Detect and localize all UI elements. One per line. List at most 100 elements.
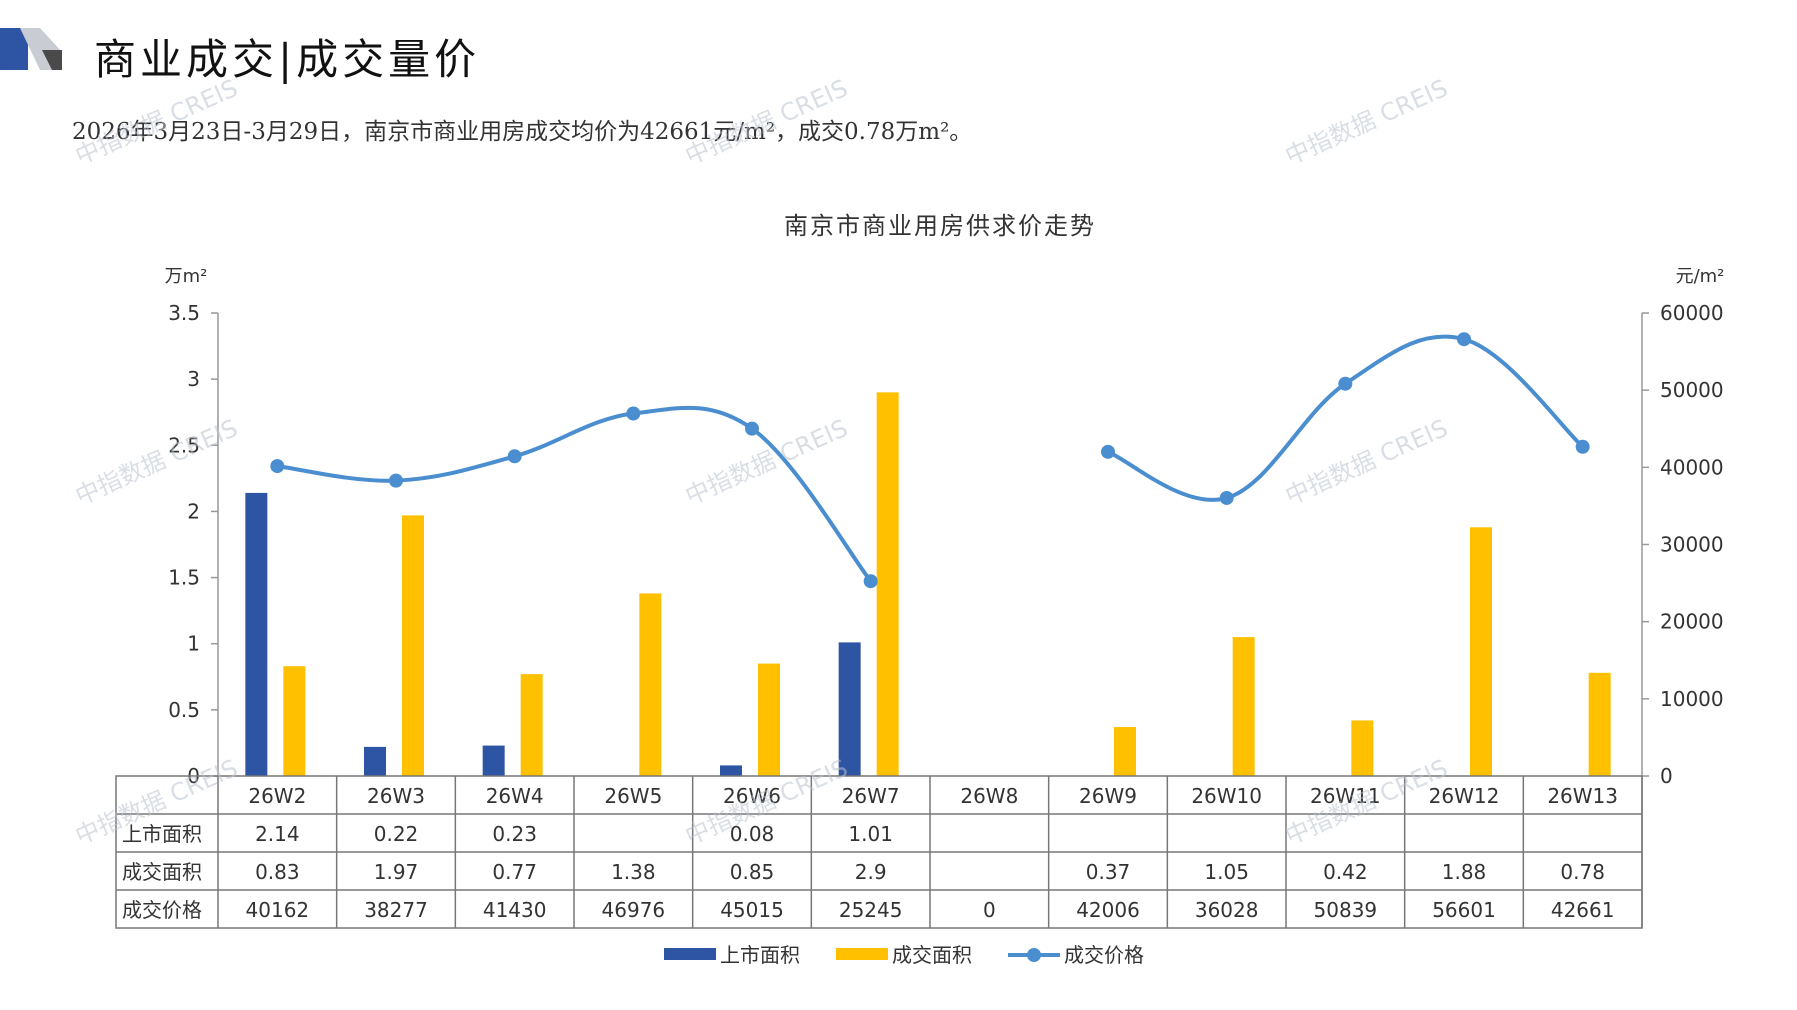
bar-deal-26W9 [1114, 727, 1136, 776]
legend-swatch-1 [664, 948, 716, 960]
table-cell-1-26W2: 2.14 [255, 822, 300, 846]
x-tick-label-26W11: 26W11 [1310, 784, 1381, 808]
table-cell-3-26W12: 56601 [1432, 898, 1496, 922]
price-point-26W5 [626, 406, 641, 421]
x-tick-label-26W13: 26W13 [1547, 784, 1618, 808]
y-right-unit-label: 元/m² [1676, 266, 1725, 287]
x-tick-label-26W10: 26W10 [1191, 784, 1262, 808]
header-accent-icon [0, 28, 62, 70]
price-point-26W6 [745, 421, 759, 436]
x-tick-label-26W3: 26W3 [367, 784, 425, 808]
page-title: 商业成交|成交量价 [94, 35, 481, 84]
table-cell-2-26W9: 0.37 [1086, 860, 1131, 884]
table-row-label-3: 成交价格 [122, 898, 202, 922]
watermark-2: 中指数据 CREIS [681, 74, 852, 171]
x-tick-label-26W8: 26W8 [960, 784, 1018, 808]
x-tick-label-26W6: 26W6 [723, 784, 781, 808]
price-point-26W2 [270, 459, 285, 474]
y-left-tick-label: 2.5 [168, 433, 200, 457]
x-tick-label-26W7: 26W7 [842, 784, 900, 808]
x-tick-label-26W5: 26W5 [604, 784, 662, 808]
table-cell-2-26W11: 0.42 [1323, 860, 1368, 884]
watermark-5: 中指数据 CREIS [681, 414, 852, 511]
y-left-tick-label: 1 [187, 632, 200, 656]
summary-text: 2026年3月23日-3月29日，南京市商业用房成交均价为42661元/m²，成… [72, 119, 973, 145]
table-row-label-1: 上市面积 [122, 822, 202, 846]
bar-deal-26W11 [1351, 720, 1374, 776]
bar-listing-26W3 [364, 746, 386, 776]
y-right-tick-label: 60000 [1660, 301, 1724, 325]
x-tick-label-26W2: 26W2 [248, 784, 306, 808]
table-cell-3-26W9: 42006 [1076, 898, 1140, 922]
table-row-label-2: 成交面积 [122, 860, 202, 884]
x-tick-label-26W4: 26W4 [486, 784, 544, 808]
x-tick-label-26W12: 26W12 [1429, 784, 1500, 808]
bar-deal-26W3 [402, 515, 424, 776]
table-cell-3-26W5: 46976 [602, 898, 666, 922]
y-right-tick-label: 50000 [1660, 378, 1724, 402]
y-right-tick-label: 20000 [1660, 610, 1724, 634]
table-cell-2-26W10: 1.05 [1204, 860, 1249, 884]
table-cell-2-26W3: 1.97 [374, 860, 419, 884]
table-cell-3-26W6: 45015 [720, 898, 784, 922]
bar-deal-26W6 [758, 663, 780, 776]
legend-marker-3 [1027, 948, 1041, 962]
price-point-26W12 [1457, 332, 1471, 347]
bar-deal-26W13 [1588, 672, 1611, 776]
watermark-3: 中指数据 CREIS [1281, 74, 1452, 171]
bar-deal-26W4 [520, 674, 543, 776]
watermark-1: 中指数据 CREIS [71, 74, 242, 171]
table-cell-1-26W4: 0.23 [492, 822, 537, 846]
price-point-26W4 [507, 449, 522, 464]
bar-listing-26W6 [720, 765, 742, 776]
x-tick-label-26W9: 26W9 [1079, 784, 1137, 808]
y-left-tick-label: 3 [187, 367, 200, 391]
table-cell-1-26W6: 0.08 [730, 822, 775, 846]
table-cell-3-26W2: 40162 [246, 898, 310, 922]
bar-listing-26W2 [245, 492, 268, 776]
legend-label-1: 上市面积 [720, 943, 800, 967]
bar-deal-26W2 [283, 666, 306, 776]
table-cell-2-26W2: 0.83 [255, 860, 300, 884]
table-cell-3-26W11: 50839 [1314, 898, 1378, 922]
y-left-tick-label: 0.5 [168, 698, 200, 722]
price-point-26W3 [389, 473, 403, 488]
table-cell-3-26W4: 41430 [483, 898, 547, 922]
y-right-tick-label: 40000 [1660, 455, 1724, 479]
y-left-unit-label: 万m² [165, 266, 208, 287]
price-line-segment-1 [275, 405, 873, 584]
y-right-tick-label: 10000 [1660, 687, 1724, 711]
table-cell-2-26W7: 2.9 [855, 860, 887, 884]
legend-label-2: 成交面积 [892, 943, 972, 967]
y-left-tick-label: 2 [187, 499, 200, 523]
page-header: 商业成交|成交量价 [0, 22, 700, 84]
price-point-26W10 [1219, 490, 1234, 505]
watermark-4: 中指数据 CREIS [71, 414, 242, 511]
y-left-tick-label: 1.5 [168, 566, 200, 590]
table-cell-3-26W3: 38277 [364, 898, 428, 922]
table-cell-3-26W10: 36028 [1195, 898, 1259, 922]
legend-swatch-2 [836, 948, 888, 960]
bar-deal-26W12 [1470, 527, 1492, 776]
bar-deal-26W10 [1232, 637, 1255, 776]
table-cell-3-26W7: 25245 [839, 898, 903, 922]
bar-listing-26W7 [838, 642, 861, 776]
table-cell-2-26W13: 0.78 [1560, 860, 1605, 884]
y-left-tick-label: 3.5 [168, 301, 200, 325]
table-cell-2-26W5: 1.38 [611, 860, 656, 884]
price-point-26W9 [1101, 444, 1115, 459]
legend-label-3: 成交价格 [1064, 943, 1144, 967]
bar-listing-26W4 [482, 745, 505, 776]
table-cell-2-26W6: 0.85 [730, 860, 775, 884]
table-cell-1-26W7: 1.01 [848, 822, 893, 846]
price-point-26W13 [1575, 439, 1590, 454]
bar-deal-26W5 [639, 593, 662, 776]
table-cell-2-26W12: 1.88 [1442, 860, 1487, 884]
y-right-tick-label: 30000 [1660, 533, 1724, 557]
price-point-26W11 [1338, 376, 1353, 391]
table-cell-1-26W3: 0.22 [374, 822, 419, 846]
watermark-6: 中指数据 CREIS [1281, 414, 1452, 511]
bar-deal-26W7 [876, 392, 899, 776]
price-point-26W7 [863, 574, 878, 589]
